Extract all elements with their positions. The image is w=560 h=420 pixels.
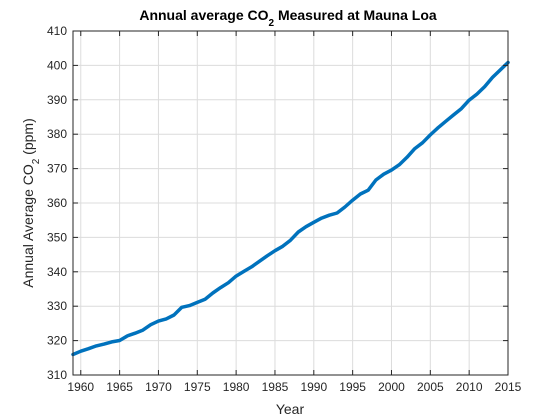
series (71, 60, 510, 357)
x-tick-label: 1960 (67, 380, 94, 394)
x-axis-label: Year (276, 401, 305, 417)
y-tick-label: 380 (47, 127, 67, 141)
x-tick-label: 1980 (223, 380, 250, 394)
x-tick-label: 1965 (106, 380, 133, 394)
x-axis: 1960 1965 1970 1975 1980 1985 1990 1995 2000 2005… (67, 31, 522, 394)
y-tick-label: 390 (47, 93, 67, 107)
y-tick-label: 350 (47, 230, 67, 244)
y-tick-label: 340 (47, 265, 67, 279)
grid (73, 30, 509, 376)
y-axis: 310 320 330 340 350 360 370 380 390 400 410 (47, 24, 508, 382)
x-tick-label: 1985 (262, 380, 289, 394)
x-tick-label: 1990 (300, 380, 327, 394)
co2-series-line (71, 60, 510, 357)
x-tick-label: 2010 (456, 380, 483, 394)
x-tick-label: 1970 (145, 380, 172, 394)
y-tick-label: 400 (47, 58, 67, 72)
x-tick-label: 1975 (184, 380, 211, 394)
y-tick-label: 310 (47, 368, 67, 382)
x-tick-label: 2005 (417, 380, 444, 394)
chart-title: Annual average CO2 Measured at Mauna Loa (139, 7, 437, 29)
y-tick-label: 330 (47, 299, 67, 313)
y-tick-label: 360 (47, 196, 67, 210)
x-tick-label: 1995 (339, 380, 366, 394)
y-tick-label: 320 (47, 334, 67, 348)
x-tick-label: 2000 (378, 380, 405, 394)
x-tick-label: 2015 (495, 380, 522, 394)
y-axis-label: Annual Average CO2 (ppm) (20, 118, 42, 288)
y-tick-label: 410 (47, 24, 67, 38)
y-tick-label: 370 (47, 162, 67, 176)
